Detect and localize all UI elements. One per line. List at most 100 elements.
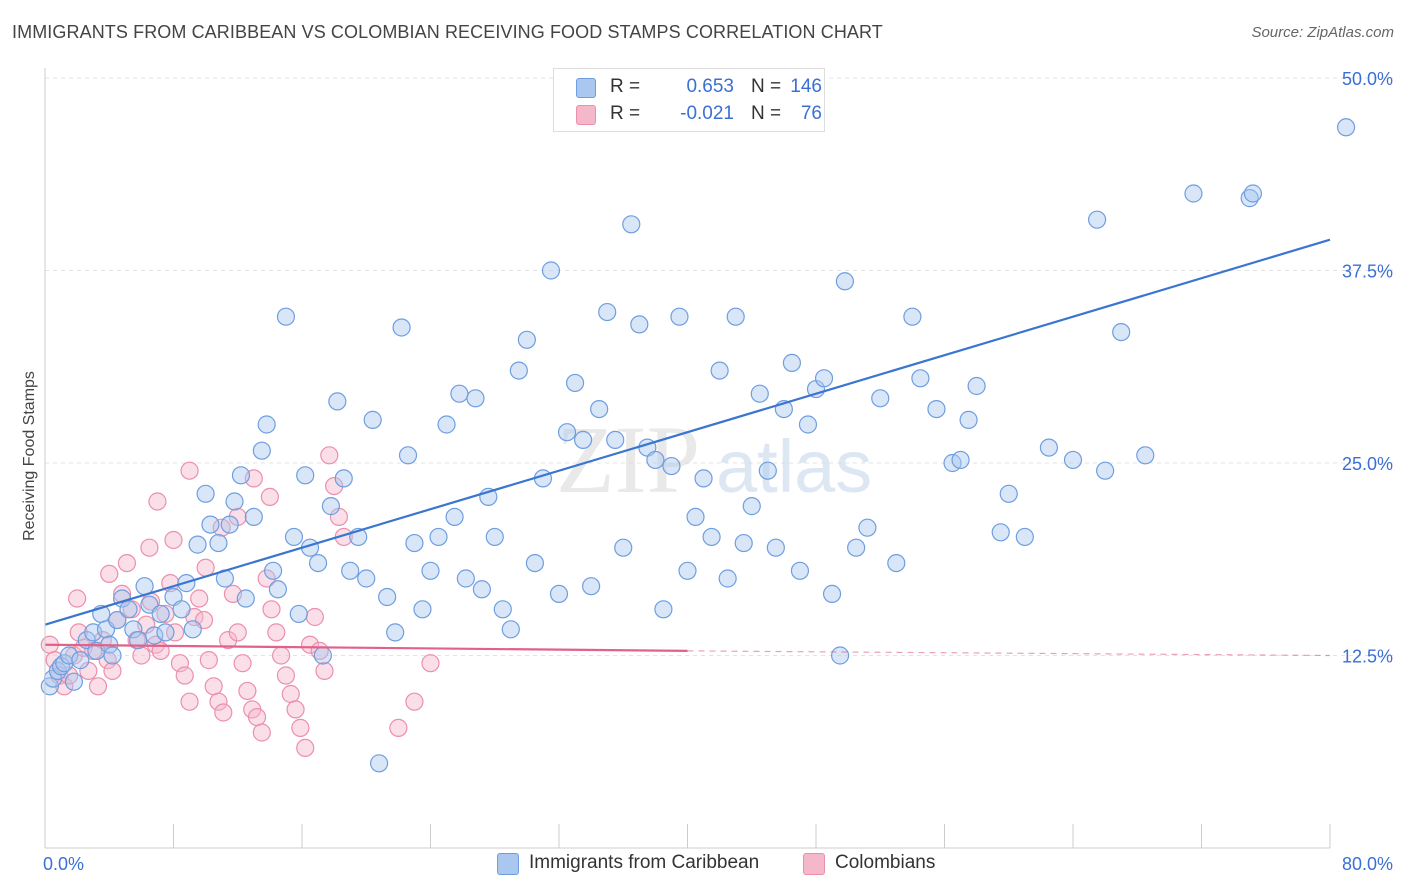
colombians-point xyxy=(199,651,218,670)
caribbean-point xyxy=(582,577,601,596)
caribbean-point xyxy=(201,515,220,534)
colombians-point xyxy=(260,487,279,506)
caribbean-point xyxy=(557,423,577,442)
caribbean-point xyxy=(398,446,418,465)
legend-n-label: N = xyxy=(751,103,782,124)
colombians-point xyxy=(180,461,199,480)
caribbean-point xyxy=(225,492,244,511)
chart-title: IMMIGRANTS FROM CARIBBEAN VS COLOMBIAN R… xyxy=(12,22,883,42)
caribbean-point xyxy=(1243,184,1263,203)
caribbean-point xyxy=(710,361,729,380)
caribbean-point xyxy=(702,527,721,547)
caribbean-point xyxy=(734,533,753,553)
caribbean-point xyxy=(1015,527,1034,547)
caribbean-point xyxy=(244,507,263,527)
colombians-point xyxy=(267,623,286,642)
caribbean-point xyxy=(257,415,276,434)
caribbean-point xyxy=(758,461,777,480)
caribbean-point xyxy=(64,672,84,691)
caribbean-point xyxy=(493,600,512,619)
colombians-point xyxy=(421,654,440,673)
caribbean-point xyxy=(485,527,504,547)
caribbean-point xyxy=(209,533,228,553)
caribbean-point xyxy=(959,410,978,429)
caribbean-point xyxy=(145,626,164,645)
caribbean-point xyxy=(694,469,713,488)
colombians-point xyxy=(140,538,159,557)
colombians-trend-line xyxy=(44,643,688,652)
caribbean-point xyxy=(822,584,842,604)
caribbean-point xyxy=(231,466,251,485)
colombians-points xyxy=(40,446,440,758)
caribbean-point xyxy=(903,307,922,326)
colombians-point xyxy=(209,692,228,711)
caribbean-point xyxy=(334,469,353,488)
caribbean-point xyxy=(999,484,1018,503)
colombians-point xyxy=(100,564,119,583)
colombians-point xyxy=(88,677,108,696)
trend-lines xyxy=(44,238,1331,657)
y-tick-label: 50.0% xyxy=(1342,69,1393,89)
caribbean-point xyxy=(341,561,360,580)
colombians-point xyxy=(286,700,305,719)
caribbean-point xyxy=(573,430,593,449)
colombians-point xyxy=(276,666,296,685)
caribbean-points xyxy=(40,118,1356,773)
bottom-legend-swatch-pink xyxy=(803,853,825,875)
caribbean-point xyxy=(541,261,561,280)
caribbean-point xyxy=(606,430,625,449)
caribbean-point xyxy=(726,307,745,326)
caribbean-point xyxy=(790,561,810,580)
caribbean-point xyxy=(525,553,545,573)
caribbean-point xyxy=(911,369,930,388)
legend-r-value: 0.653 xyxy=(686,76,734,97)
colombians-point xyxy=(164,530,183,550)
caribbean-point xyxy=(509,361,528,380)
caribbean-point xyxy=(437,415,456,434)
caribbean-point xyxy=(750,384,769,403)
x-tick-label: 80.0% xyxy=(1342,854,1393,874)
bottom-legend-label: Colombians xyxy=(835,852,936,873)
watermark-zip: ZIP xyxy=(556,406,700,513)
caribbean-point xyxy=(1112,323,1131,342)
caribbean-point xyxy=(308,553,328,573)
caribbean-point xyxy=(742,497,761,516)
caribbean-point xyxy=(991,523,1010,542)
caribbean-point xyxy=(517,330,536,349)
caribbean-point xyxy=(456,569,475,588)
caribbean-point xyxy=(927,400,946,419)
colombians-point xyxy=(320,446,339,465)
caribbean-point xyxy=(421,561,440,580)
caribbean-point xyxy=(858,518,877,537)
colombians-point xyxy=(132,646,151,665)
caribbean-point xyxy=(188,535,207,554)
caribbean-point xyxy=(1184,184,1203,203)
caribbean-point xyxy=(405,533,424,553)
colombians-point xyxy=(180,692,199,711)
x-tick-labels: 0.0% 80.0% xyxy=(43,854,1393,874)
caribbean-point xyxy=(466,389,485,408)
colombians-point xyxy=(262,600,281,619)
caribbean-point xyxy=(103,646,122,665)
caribbean-point xyxy=(766,538,785,557)
caribbean-point xyxy=(268,580,288,599)
colombians-point xyxy=(296,738,315,758)
caribbean-point xyxy=(967,376,986,396)
caribbean-point xyxy=(814,369,834,388)
axes xyxy=(44,68,1331,849)
caribbean-point xyxy=(313,646,332,665)
caribbean-point xyxy=(119,600,138,619)
caribbean-point xyxy=(1096,461,1115,480)
caribbean-point xyxy=(363,410,382,429)
caribbean-point xyxy=(413,600,432,619)
caribbean-point xyxy=(236,589,255,608)
caribbean-point xyxy=(196,484,215,503)
caribbean-point xyxy=(429,527,448,547)
caribbean-point xyxy=(386,623,405,642)
caribbean-point xyxy=(392,318,411,337)
caribbean-point xyxy=(598,302,617,322)
colombians-point xyxy=(190,589,209,608)
caribbean-trend-line xyxy=(44,238,1331,626)
colombians-trend-line-dashed xyxy=(687,650,1331,657)
